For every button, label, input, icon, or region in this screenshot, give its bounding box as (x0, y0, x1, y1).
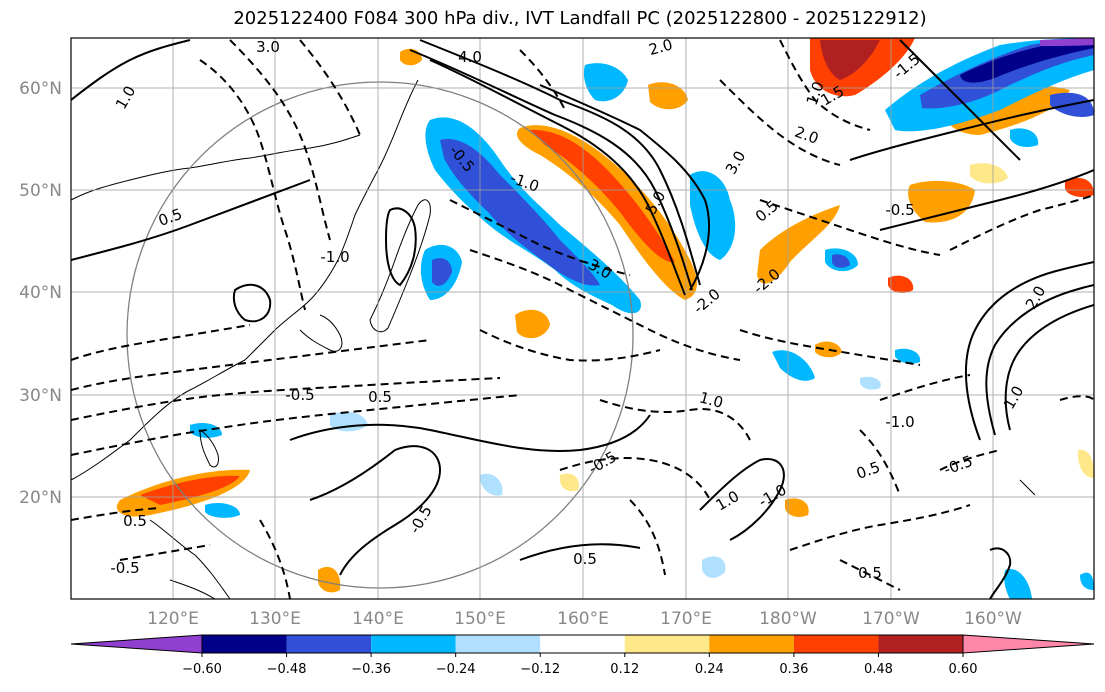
colorbar-extend-high (962, 634, 1095, 654)
shade-yellow-3 (1077, 449, 1094, 478)
shade-yellow-1 (970, 163, 1008, 184)
lon-tick-label: 150°E (454, 609, 506, 629)
lat-tick-label: 50°N (19, 181, 62, 201)
shade-orange-ridge (516, 125, 697, 300)
contour-label: -0.5 (285, 386, 314, 404)
contour-label: 2.0 (647, 35, 675, 59)
shade-orange-dot2 (648, 82, 688, 110)
shade-light-1 (330, 411, 368, 432)
colorbar-segment (540, 635, 625, 653)
colorbar-frame (201, 634, 964, 654)
coastlines (71, 79, 1036, 599)
shade-orange-dot7 (785, 498, 809, 518)
colorbar-extend-low (70, 634, 203, 654)
lat-tick-labels: 60°N 50°N 40°N 30°N 20°N (19, 79, 62, 508)
shade-orange-dot8 (1065, 177, 1094, 198)
colorbar-segment (878, 635, 963, 653)
shade-purple-ne (1040, 38, 1094, 46)
shade-orange-dot4 (815, 341, 842, 358)
shaded-divergence-field (116, 38, 1094, 599)
shade-cyan-e7 (1004, 569, 1032, 599)
lon-tick-label: 170°E (660, 609, 712, 629)
shade-red-ridge (530, 129, 675, 263)
shade-orange-dot6 (318, 566, 341, 593)
contour-label: -0.5 (110, 559, 139, 577)
lon-tick-label: 160°E (557, 609, 609, 629)
lon-tick-label: 140°E (352, 609, 404, 629)
shade-cyan-e6 (895, 348, 921, 364)
shade-orange-dot1 (515, 309, 550, 339)
shade-dark-ne (820, 40, 880, 80)
shade-cyan-4 (583, 63, 628, 102)
colorbar-segment (455, 635, 541, 653)
lon-tick-label: 160°W (964, 609, 1022, 629)
lon-tick-labels: 120°E 130°E 140°E 150°E 160°E 170°E 180°W 170°W… (147, 609, 1022, 629)
colorbar-tick-label: 0.48 (864, 662, 893, 677)
shade-yellow-2 (559, 473, 579, 492)
contour-label: -1.0 (320, 248, 349, 266)
lon-tick-label: 130°E (249, 609, 301, 629)
map-frame (70, 37, 1095, 600)
colorbar-segment (202, 635, 287, 653)
lon-tick-label: 120°E (147, 609, 199, 629)
shade-light-5 (1080, 572, 1094, 590)
colorbar-segment (709, 635, 794, 653)
lat-tick-label: 40°N (19, 283, 62, 303)
contour-label: 0.5 (123, 512, 147, 530)
colorbar-segment (624, 635, 710, 653)
colorbar-tick-label: −0.24 (436, 662, 476, 677)
colorbar-tick-label: −0.36 (351, 662, 391, 677)
colorbar-tick-label: −0.60 (182, 662, 222, 677)
shade-cyan-e5 (772, 350, 815, 381)
horizon-circle (126, 81, 634, 589)
shade-light-2 (480, 473, 503, 496)
contours-solid (71, 39, 1094, 599)
contour-label: 1.0 (697, 388, 725, 412)
contour-label: 0.5 (573, 550, 597, 568)
contour-label: 0.5 (368, 388, 392, 406)
colorbar: −0.60 −0.48 −0.36 −0.24 −0.12 0.12 0.24 0.36 0.4… (70, 634, 1095, 677)
colorbar-tick-label: 0.12 (610, 662, 639, 677)
contour-label: 4.0 (458, 48, 482, 66)
contour-label: 3.0 (256, 38, 280, 56)
contour-label: -0.5 (885, 201, 914, 219)
colorbar-tick-label: −0.12 (520, 662, 560, 677)
gridlines (71, 38, 1094, 599)
colorbar-segment (793, 635, 879, 653)
plot-title: 2025122400 F084 300 hPa div., IVT Landfa… (233, 8, 927, 29)
colorbar-segment (286, 635, 372, 653)
lon-tick-label: 170°W (862, 609, 920, 629)
lon-tick-label: 180°W (759, 609, 817, 629)
shade-cyan-w2 (205, 503, 240, 518)
colorbar-segment (371, 635, 456, 653)
shade-red-w (140, 475, 240, 505)
contour-label: 0.5 (858, 564, 882, 582)
shade-orange-dot5 (888, 275, 914, 293)
lat-tick-label: 20°N (19, 488, 62, 508)
shade-blue-3 (432, 258, 452, 286)
contour-label: -1.0 (885, 413, 914, 431)
shade-orange-e1 (908, 180, 975, 223)
shade-cyan-e3 (1010, 128, 1039, 148)
shade-orange-e2 (757, 205, 840, 284)
colorbar-tick-label: −0.48 (267, 662, 307, 677)
colorbar-tick-label: 0.36 (779, 662, 808, 677)
colorbar-tick-label: 0.60 (949, 662, 978, 677)
colorbar-tick-label: 0.24 (695, 662, 724, 677)
shade-blue-e4 (832, 254, 850, 268)
shade-light-4 (860, 376, 881, 390)
lat-tick-label: 60°N (19, 79, 62, 99)
contours-dashed (71, 39, 1094, 599)
lat-tick-label: 30°N (19, 386, 62, 406)
shade-light-3 (702, 556, 726, 578)
